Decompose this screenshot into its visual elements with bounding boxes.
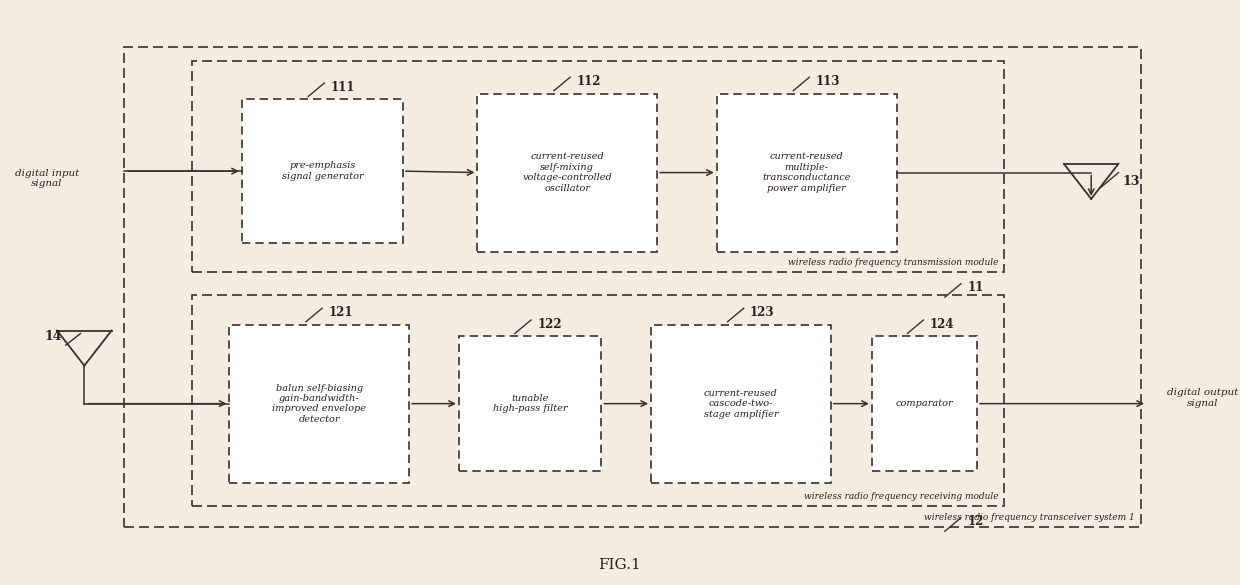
Text: comparator: comparator (895, 399, 954, 408)
Text: 13: 13 (1122, 175, 1140, 188)
Text: balun self-biasing
gain-bandwidth-
improved envelope
detector: balun self-biasing gain-bandwidth- impro… (273, 384, 366, 424)
Text: 111: 111 (330, 81, 355, 94)
Text: wireless radio frequency transceiver system 1: wireless radio frequency transceiver sys… (924, 513, 1135, 522)
Text: 14: 14 (45, 330, 62, 343)
Bar (192, 295, 1004, 506)
Bar (651, 325, 831, 483)
Text: digital input
signal: digital input signal (15, 168, 79, 188)
Text: 11: 11 (967, 281, 983, 294)
Bar (477, 94, 657, 252)
Text: 122: 122 (537, 318, 562, 331)
Text: 123: 123 (750, 306, 775, 319)
Bar (872, 336, 977, 471)
Text: 12: 12 (967, 515, 983, 528)
Bar (459, 336, 601, 471)
Bar (124, 47, 1141, 526)
Text: 124: 124 (930, 318, 955, 331)
Text: FIG.1: FIG.1 (599, 558, 641, 572)
Bar (242, 99, 403, 243)
Text: 121: 121 (329, 306, 353, 319)
Text: 113: 113 (816, 75, 841, 88)
Text: current-reused
cascode-two-
stage amplifier: current-reused cascode-two- stage amplif… (703, 389, 779, 418)
Bar (717, 94, 897, 252)
Text: pre-emphasis
signal generator: pre-emphasis signal generator (281, 161, 363, 181)
Text: wireless radio frequency transmission module: wireless radio frequency transmission mo… (787, 259, 998, 267)
Text: tunable
high-pass filter: tunable high-pass filter (492, 394, 568, 414)
Bar (192, 61, 1004, 272)
Text: 112: 112 (577, 75, 601, 88)
Text: current-reused
multiple-
transconductance
power amplifier: current-reused multiple- transconductanc… (763, 153, 851, 192)
Text: current-reused
self-mixing
voltage-controlled
oscillator: current-reused self-mixing voltage-contr… (522, 153, 613, 192)
Bar (229, 325, 409, 483)
Text: wireless radio frequency receiving module: wireless radio frequency receiving modul… (804, 493, 998, 501)
Text: digital output
signal: digital output signal (1167, 388, 1239, 408)
